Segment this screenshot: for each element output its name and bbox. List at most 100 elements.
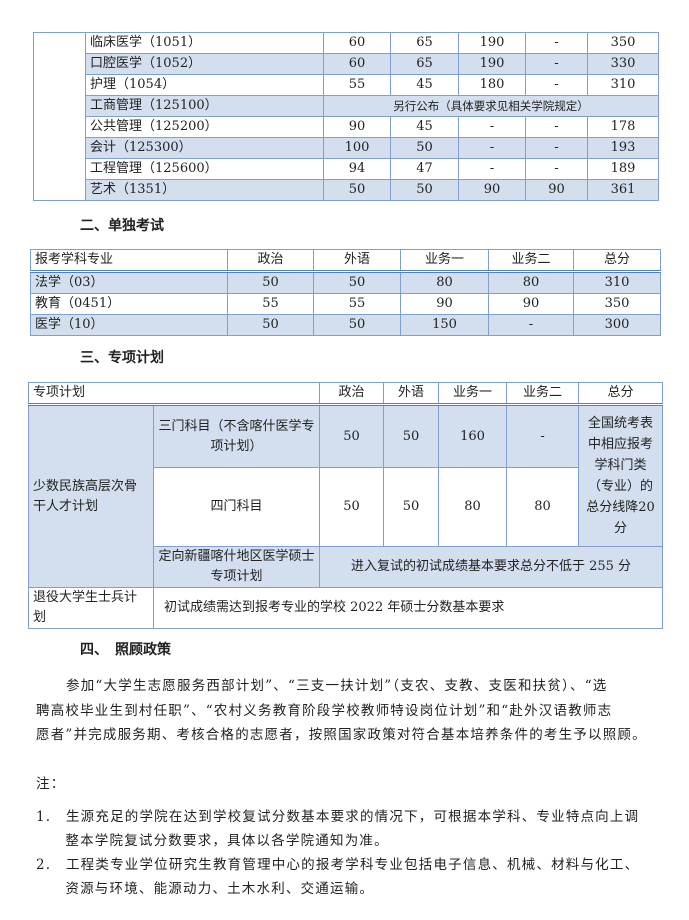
special-plan-table: 专项计划 政治 外语 业务一 业务二 总分 少数民族高层次骨干人才计划 三门科目（不含喀什医… [27, 382, 664, 629]
minority-plan-label: 少数民族高层次骨干人才计划 [28, 404, 154, 588]
course1-score: - [458, 116, 526, 138]
note-line: 2. 工程类专业学位研究生教育管理中心的报考学科专业包括电子信息、机械、材料与化… [36, 857, 640, 873]
column-header: 报考学科专业 [30, 249, 228, 273]
score-table-continued: 临床医学（1051） 60 65 190-350 口腔医学（1052） 60 65 190-… [33, 32, 659, 201]
cell: 150 [400, 314, 489, 336]
course1-score: - [458, 158, 526, 180]
announce-note: 另行公布（具体要求见相关学院规定） [323, 95, 659, 117]
major-name: 教育（0451） [30, 293, 228, 315]
language-score: 65 [390, 32, 459, 54]
cell: - [488, 314, 574, 336]
total-note: 全国统考表中相应报考学科门类（专业）的总分线降20分 [578, 404, 664, 547]
cell: 80 [488, 271, 574, 294]
language-score: 45 [390, 74, 459, 96]
three-subjects-label: 三门科目（不含喀什医学专项计划） [152, 404, 321, 468]
cell: 50 [383, 404, 440, 468]
column-header: 业务一 [438, 382, 508, 406]
column-header: 总分 [578, 382, 664, 406]
total-score: 193 [587, 137, 659, 159]
course2-score: - [525, 158, 588, 180]
column-header: 业务二 [488, 249, 574, 273]
language-score: 47 [390, 158, 459, 180]
cell: 50 [383, 467, 440, 547]
major-name: 临床医学（1051） [85, 32, 324, 54]
major-name: 口腔医学（1052） [85, 53, 324, 75]
language-score: 50 [390, 179, 459, 201]
major-name: 法学（03） [30, 271, 228, 294]
section-heading: 二、单独考试 [80, 218, 164, 234]
column-header: 外语 [383, 382, 440, 406]
note-line: 整本学院复试分数要求，具体以各学院通知为准。 [36, 833, 389, 849]
policy-line: 聘高校毕业生到村任职”、“农村义务教育阶段学校教师特设岗位计划”和“赴外汉语教师… [36, 703, 613, 719]
major-name: 医学（10） [30, 314, 228, 336]
major-name: 工程管理（125600） [85, 158, 324, 180]
major-name: 工商管理（125100） [85, 95, 324, 117]
course1-score: 190 [458, 32, 526, 54]
language-score: 65 [390, 53, 459, 75]
cell: 90 [488, 293, 574, 315]
cell: 350 [573, 293, 661, 315]
independent-exam-table: 报考学科专业 政治 外语 业务一 业务二 总分 法学（03） 50 50 80 80 310 教育（… [30, 249, 661, 336]
policy-line: 参加“大学生志愿服务西部计划”、“三支一扶计划”（支农、支教、支医和扶贫）、“选 [66, 678, 608, 694]
cell: 300 [573, 314, 661, 336]
total-score: 330 [587, 53, 659, 75]
total-score: 361 [587, 179, 659, 201]
cell: 50 [319, 404, 385, 468]
course1-score: 90 [458, 179, 526, 201]
section-heading: 四、 照顾政策 [80, 642, 171, 658]
veteran-plan-label: 退役大学生士兵计划 [28, 587, 154, 629]
kashgar-note: 进入复试的初试成绩基本要求总分不低于 255 分 [319, 546, 664, 588]
politics-score: 100 [323, 137, 391, 159]
politics-score: 90 [323, 116, 391, 138]
policy-line: 愿者”并完成服务期、考核合格的志愿者，按照国家政策对符合基本培养条件的考生予以照… [36, 727, 647, 743]
course2-score: - [525, 74, 588, 96]
cell: 55 [227, 293, 314, 315]
column-header: 外语 [313, 249, 401, 273]
cell: 310 [573, 271, 661, 294]
politics-score: 60 [323, 53, 391, 75]
section-heading: 三、专项计划 [80, 350, 164, 366]
cell: 90 [400, 293, 489, 315]
cell: 50 [313, 314, 401, 336]
major-name: 公共管理（125200） [85, 116, 324, 138]
cell: - [506, 404, 580, 468]
column-header: 总分 [573, 249, 661, 273]
cell: 50 [313, 271, 401, 294]
politics-score: 94 [323, 158, 391, 180]
politics-score: 55 [323, 74, 391, 96]
language-score: 50 [390, 137, 459, 159]
total-score: 178 [587, 116, 659, 138]
veteran-note: 初试成绩需达到报考专业的学校 2022 年硕士分数基本要求 [152, 587, 664, 629]
category-cell [33, 32, 86, 201]
column-header: 业务二 [506, 382, 580, 406]
politics-score: 60 [323, 32, 391, 54]
course2-score: 90 [525, 179, 588, 201]
cell: 80 [438, 467, 508, 547]
politics-score: 50 [323, 179, 391, 201]
note-line: 资源与环境、能源动力、土木水利、交通运输。 [36, 881, 375, 897]
course1-score: 180 [458, 74, 526, 96]
cell: 50 [227, 271, 314, 294]
notes-title: 注： [36, 776, 66, 792]
cell: 50 [319, 467, 385, 547]
cell: 80 [400, 271, 489, 294]
language-score: 45 [390, 116, 459, 138]
course2-score: - [525, 137, 588, 159]
course1-score: 190 [458, 53, 526, 75]
major-name: 护理（1054） [85, 74, 324, 96]
column-header: 政治 [319, 382, 385, 406]
total-score: 189 [587, 158, 659, 180]
cell: 55 [313, 293, 401, 315]
note-line: 1. 生源充足的学院在达到学校复试分数基本要求的情况下，可根据本学科、专业特点向… [36, 809, 640, 825]
column-header: 专项计划 [27, 382, 321, 406]
course1-score: - [458, 137, 526, 159]
course2-score: - [525, 53, 588, 75]
column-header: 业务一 [400, 249, 489, 273]
total-score: 310 [587, 74, 659, 96]
major-name: 会计（125300） [85, 137, 324, 159]
column-header: 政治 [227, 249, 314, 273]
course2-score: - [525, 116, 588, 138]
cell: 80 [506, 467, 580, 547]
cell: 50 [227, 314, 314, 336]
